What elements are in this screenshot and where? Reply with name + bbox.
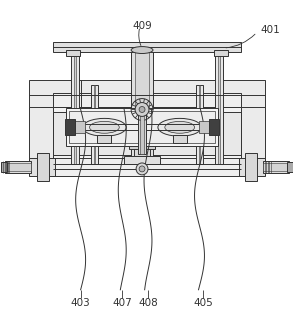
Bar [41, 107, 253, 161]
Text: 407: 407 [112, 298, 132, 308]
Ellipse shape [90, 121, 119, 133]
Ellipse shape [158, 118, 201, 136]
Bar [53, 113, 241, 155]
Text: 403: 403 [71, 298, 91, 308]
Text: 409: 409 [132, 21, 152, 31]
Bar [53, 158, 241, 176]
Circle shape [136, 163, 148, 175]
Bar [29, 107, 53, 161]
Bar [198, 85, 201, 164]
Bar [29, 158, 55, 176]
Bar [74, 50, 76, 164]
Bar [98, 135, 111, 143]
Bar [241, 107, 265, 161]
Bar [129, 143, 155, 149]
Bar [138, 107, 146, 154]
Bar [71, 50, 79, 164]
Text: 408: 408 [138, 298, 158, 308]
Bar [173, 135, 187, 143]
Bar [5, 161, 31, 173]
Ellipse shape [165, 121, 195, 133]
Bar [65, 119, 75, 135]
Bar [134, 144, 150, 156]
Bar [200, 121, 211, 133]
Ellipse shape [131, 47, 153, 54]
Text: 405: 405 [193, 298, 213, 308]
Bar [239, 158, 265, 176]
Bar [91, 85, 98, 164]
Circle shape [135, 102, 149, 116]
Bar [73, 121, 85, 133]
Bar [140, 107, 144, 154]
Bar [1, 162, 7, 172]
Bar [66, 108, 218, 146]
Bar [209, 119, 219, 135]
Bar [124, 156, 160, 164]
Bar [53, 42, 241, 52]
Bar [5, 163, 31, 171]
Bar [37, 153, 49, 181]
Bar [135, 52, 149, 164]
Bar [287, 162, 293, 172]
Bar [29, 80, 265, 109]
Bar [69, 111, 215, 143]
Bar [214, 50, 228, 56]
Circle shape [139, 166, 145, 172]
Bar [263, 163, 289, 171]
Bar [53, 93, 241, 107]
Bar [263, 161, 289, 173]
Ellipse shape [83, 118, 126, 136]
Bar [196, 85, 203, 164]
Bar [93, 85, 96, 164]
Circle shape [139, 107, 145, 113]
Bar [245, 153, 257, 181]
Bar [215, 50, 223, 164]
Bar [131, 50, 153, 164]
Text: 401: 401 [261, 25, 281, 35]
Bar [218, 50, 220, 164]
Bar [66, 50, 80, 56]
